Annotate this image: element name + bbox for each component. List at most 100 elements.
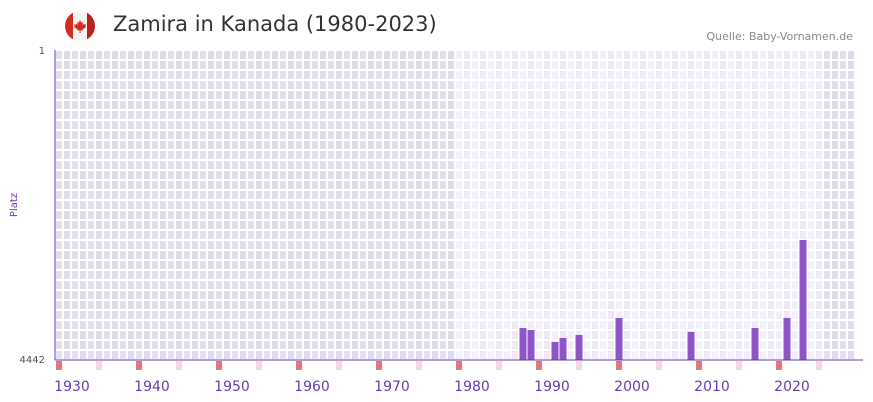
grid-cell <box>424 171 430 179</box>
grid-cell <box>400 231 406 239</box>
grid-cell <box>496 51 502 59</box>
bar[interactable] <box>527 329 535 360</box>
grid-cell <box>816 61 822 69</box>
bar[interactable] <box>575 334 583 360</box>
grid-cell <box>712 291 718 299</box>
grid-cell <box>480 191 486 199</box>
bar[interactable] <box>551 341 559 360</box>
grid-cell <box>72 111 78 119</box>
grid-cell <box>400 161 406 169</box>
grid-cell <box>544 161 550 169</box>
bar[interactable] <box>615 317 623 360</box>
grid-cell <box>632 71 638 79</box>
grid-cell <box>336 121 342 129</box>
grid-cell <box>752 161 758 169</box>
grid-cell <box>104 331 110 339</box>
grid-cell <box>208 91 214 99</box>
grid-cell <box>128 231 134 239</box>
grid-cell <box>568 341 574 349</box>
grid-cell <box>464 91 470 99</box>
grid-cell <box>584 181 590 189</box>
bar[interactable] <box>799 240 807 360</box>
grid-cell <box>736 211 742 219</box>
grid-cell <box>88 281 94 289</box>
grid-cell <box>440 171 446 179</box>
grid-cell <box>672 271 678 279</box>
grid-cell <box>312 211 318 219</box>
grid-cell <box>456 171 462 179</box>
grid-cell <box>112 351 118 359</box>
grid-cell <box>144 101 150 109</box>
grid-cell <box>504 241 510 249</box>
bar[interactable] <box>751 328 759 360</box>
grid-cell <box>688 271 694 279</box>
grid-cell <box>600 251 606 259</box>
grid-cell <box>792 181 798 189</box>
grid-cell <box>840 81 846 89</box>
grid-cell <box>600 241 606 249</box>
grid-cell <box>464 351 470 359</box>
grid-cell <box>320 131 326 139</box>
grid-cell <box>272 91 278 99</box>
grid-cell <box>112 181 118 189</box>
bar[interactable] <box>783 317 791 360</box>
grid-cell <box>776 291 782 299</box>
grid-cell <box>304 181 310 189</box>
grid-cell <box>664 211 670 219</box>
grid-cell <box>120 231 126 239</box>
grid-cell <box>816 181 822 189</box>
grid-cell <box>248 241 254 249</box>
grid-cell <box>168 351 174 359</box>
grid-cell <box>72 281 78 289</box>
grid-cell <box>104 161 110 169</box>
grid-cell <box>312 131 318 139</box>
grid-cell <box>760 291 766 299</box>
grid-cell <box>184 111 190 119</box>
grid-cell <box>392 101 398 109</box>
grid-cell <box>528 151 534 159</box>
grid-cell <box>848 111 854 119</box>
grid-cell <box>392 211 398 219</box>
grid-cell <box>848 261 854 269</box>
grid-cell <box>640 291 646 299</box>
grid-cell <box>648 231 654 239</box>
grid-cell <box>96 301 102 309</box>
grid-cell <box>840 101 846 109</box>
grid-cell <box>672 51 678 59</box>
grid-cell <box>56 171 62 179</box>
grid-cell <box>768 151 774 159</box>
grid-cell <box>808 311 814 319</box>
grid-cell <box>112 71 118 79</box>
grid-cell <box>464 111 470 119</box>
grid-cell <box>824 231 830 239</box>
grid-cell <box>632 81 638 89</box>
grid-cell <box>216 121 222 129</box>
grid-cell <box>384 181 390 189</box>
bar[interactable] <box>519 328 527 360</box>
grid-cell <box>224 141 230 149</box>
grid-cell <box>768 91 774 99</box>
grid-cell <box>392 131 398 139</box>
grid-cell <box>832 101 838 109</box>
year-marker <box>136 361 142 370</box>
bar[interactable] <box>687 331 695 360</box>
grid-cell <box>728 211 734 219</box>
grid-cell <box>56 61 62 69</box>
grid-cell <box>784 151 790 159</box>
grid-cell <box>608 251 614 259</box>
grid-cell <box>160 121 166 129</box>
grid-cell <box>768 71 774 79</box>
grid-cell <box>840 51 846 59</box>
grid-cell <box>80 241 86 249</box>
grid-cell <box>136 101 142 109</box>
grid-cell <box>360 151 366 159</box>
grid-cell <box>528 321 534 329</box>
grid-cell <box>672 111 678 119</box>
grid-cell <box>464 221 470 229</box>
grid-cell <box>128 91 134 99</box>
source-link[interactable]: Quelle: Baby-Vornamen.de <box>706 30 853 43</box>
grid-cell <box>128 81 134 89</box>
grid-cell <box>120 271 126 279</box>
bar[interactable] <box>559 338 567 360</box>
grid-cell <box>208 71 214 79</box>
